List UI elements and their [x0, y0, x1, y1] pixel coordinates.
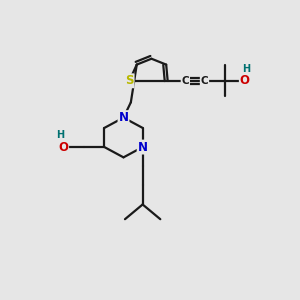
Text: N: N — [118, 111, 128, 124]
Text: O: O — [58, 141, 68, 154]
Text: S: S — [125, 74, 134, 87]
Text: C: C — [201, 76, 208, 86]
Text: H: H — [56, 130, 64, 140]
Text: N: N — [138, 141, 148, 154]
Text: O: O — [240, 74, 250, 87]
Text: C: C — [182, 76, 189, 86]
Text: H: H — [242, 64, 250, 74]
